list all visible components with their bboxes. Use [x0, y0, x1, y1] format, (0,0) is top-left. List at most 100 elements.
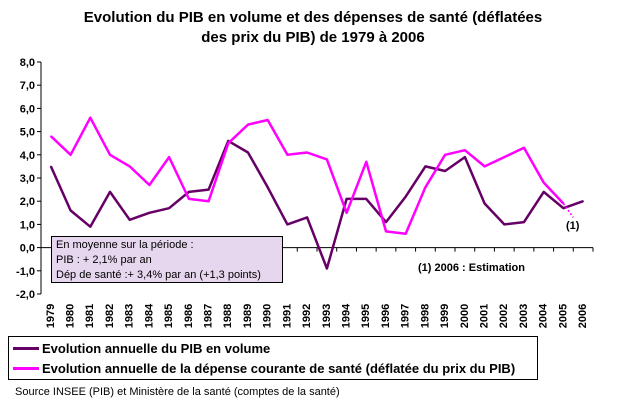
series-line-health-last	[542, 181, 565, 205]
y-tick-label: 7,0	[20, 80, 35, 92]
data-point	[582, 200, 584, 202]
legend-swatch-health	[13, 366, 39, 370]
data-point	[404, 195, 407, 198]
chart-axes: -2,0 -1,0 0,0 1,0 2,0 3,0 4,0 5,0 6,0 7,0 8,0 1979 1…	[16, 57, 594, 328]
y-tick-label: 6,0	[20, 103, 35, 115]
data-point	[483, 165, 486, 168]
chart-title-line-2: des prix du PIB) de 1979 à 2006	[201, 29, 425, 46]
data-point	[266, 119, 269, 121]
data-point	[148, 212, 151, 214]
legend-item-health: Evolution annuelle de la dépense courant…	[13, 358, 515, 378]
estimation-note: (1) 2006 : Estimation	[418, 262, 525, 274]
estimation-dashed-segment	[562, 203, 574, 218]
y-tick-label: 5,0	[20, 127, 35, 139]
data-point	[365, 198, 368, 200]
info-box-line-3: Dép de santé :+ 3,4% par an (+1,3 points…	[56, 269, 261, 281]
x-tick-label: 1996	[380, 304, 392, 328]
data-point	[404, 232, 407, 235]
source-note: Source INSEE (PIB) et Ministère de la sa…	[15, 386, 340, 398]
x-tick-label: 1986	[183, 304, 195, 328]
data-point	[148, 184, 151, 186]
legend-swatch-gdp	[13, 346, 39, 350]
data-point	[365, 160, 368, 163]
data-point	[109, 154, 111, 156]
data-point	[207, 188, 210, 191]
data-point	[128, 165, 131, 168]
data-point	[464, 156, 466, 158]
series-layer	[49, 116, 584, 270]
average-info-box: En moyenne sur la période : PIB : + 2,1%…	[51, 236, 283, 283]
y-tick-label: 4,0	[20, 150, 35, 162]
data-point	[286, 154, 289, 156]
data-point	[89, 116, 92, 119]
x-tick-label: 2002	[498, 304, 510, 328]
data-point	[385, 230, 387, 233]
x-tick-label: 2005	[557, 304, 569, 328]
data-point	[523, 147, 525, 149]
x-tick-label: 2000	[459, 304, 471, 328]
x-tick-label: 2006	[577, 304, 589, 328]
data-point	[286, 223, 289, 226]
series-line-gdp	[49, 139, 584, 270]
legend-item-gdp: Evolution annuelle du PIB en volume	[13, 338, 270, 358]
x-tick-label: 1999	[439, 304, 451, 328]
data-point	[188, 198, 190, 200]
data-point	[385, 221, 387, 223]
data-point	[326, 267, 328, 270]
x-tick-label: 1995	[360, 304, 372, 328]
x-tick-label: 1985	[163, 304, 175, 328]
data-point	[306, 151, 308, 154]
data-point	[483, 202, 486, 205]
x-tick-label: 1982	[104, 304, 116, 328]
x-tick-label: 1983	[124, 304, 136, 328]
data-point	[424, 165, 427, 168]
x-tick-label: 1980	[64, 304, 76, 328]
data-point	[523, 221, 525, 223]
data-point	[247, 123, 249, 126]
data-point	[168, 207, 170, 209]
x-tick-label: 1997	[400, 304, 412, 328]
x-tick-label: 1991	[281, 304, 293, 328]
legend-label-gdp: Evolution annuelle du PIB en volume	[42, 340, 271, 356]
x-tick-label: 1988	[222, 304, 234, 328]
y-tick-label: -2,0	[16, 289, 35, 301]
x-tick-label: 1981	[84, 304, 96, 328]
data-point	[227, 142, 230, 144]
series-line-health	[50, 116, 545, 235]
x-tick-label: 1979	[45, 304, 57, 328]
y-tick-label: 1,0	[20, 219, 35, 231]
data-point	[424, 186, 427, 189]
line-chart: -2,0 -1,0 0,0 1,0 2,0 3,0 4,0 5,0 6,0 7,0 8,0 1979 1…	[16, 57, 594, 328]
data-point	[562, 207, 565, 209]
x-tick-label: 1992	[301, 304, 313, 328]
data-point	[69, 154, 72, 156]
estimation-marker: (1)	[566, 220, 580, 232]
data-point	[50, 165, 52, 168]
x-tick-label: 1994	[340, 303, 352, 328]
info-box-line-1: En moyenne sur la période :	[56, 239, 194, 251]
chart-title: Evolution du PIB en volume et des dépens…	[0, 8, 626, 48]
data-point	[503, 156, 506, 158]
x-tick-label: 2003	[518, 304, 530, 328]
y-tick-label: -1,0	[16, 266, 35, 278]
x-tick-label: 2004	[538, 303, 550, 328]
data-point	[326, 158, 328, 161]
y-tick-label: 2,0	[20, 196, 35, 208]
x-tick-label: 1987	[202, 304, 214, 328]
data-point	[542, 181, 545, 184]
data-point	[444, 170, 446, 172]
data-point	[109, 191, 111, 193]
y-tick-label: 3,0	[20, 173, 35, 185]
data-point	[128, 218, 131, 221]
data-point	[188, 191, 190, 193]
data-point	[464, 149, 466, 151]
data-point	[247, 151, 249, 154]
info-box-line-2: PIB : + 2,1% par an	[56, 254, 152, 266]
data-point	[444, 154, 446, 156]
y-tick-label: 0,0	[20, 243, 35, 255]
x-tick-label: 2001	[478, 304, 490, 328]
x-tick-label: 1993	[321, 304, 333, 328]
data-point	[345, 212, 348, 214]
data-point	[503, 223, 506, 226]
legend-label-health: Evolution annuelle de la dépense courant…	[42, 360, 516, 376]
